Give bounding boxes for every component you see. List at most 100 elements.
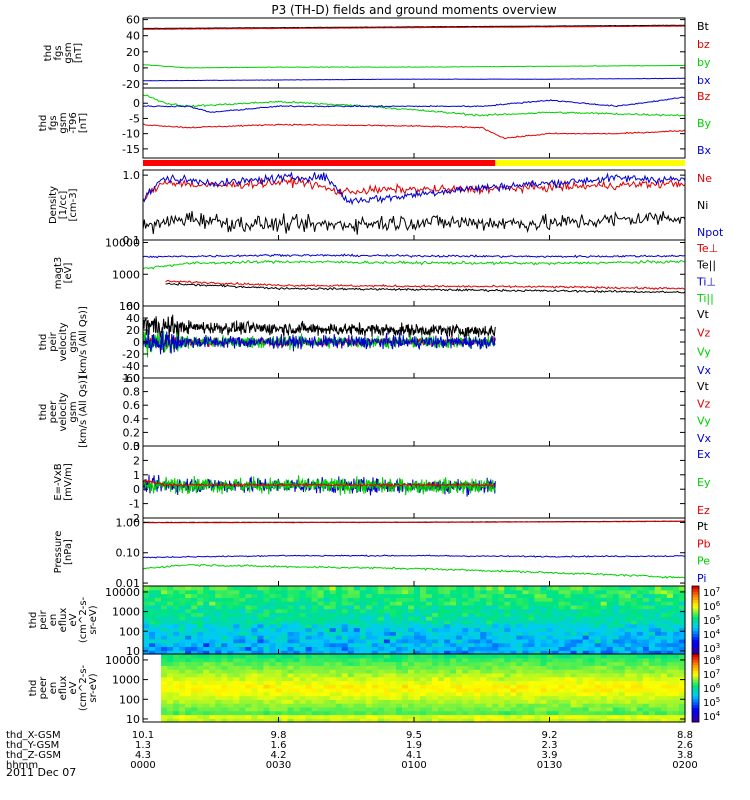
spectrogram-cell: [341, 672, 349, 678]
spectrogram-cell: [209, 665, 216, 670]
spectrogram-cell: [371, 669, 379, 674]
spectrogram-cell: [576, 661, 584, 666]
spectrogram-cell: [245, 684, 252, 689]
spectrogram-cell: [486, 642, 493, 648]
spectrogram-cell: [311, 661, 319, 666]
spectrogram-cell: [624, 672, 632, 678]
spectrogram-cell: [474, 650, 481, 655]
spectrogram-cell: [666, 589, 674, 595]
spectrogram-cell: [233, 638, 240, 644]
spectrogram-cell: [179, 616, 186, 621]
spectrogram-cell: [197, 646, 204, 651]
spectrogram-cell: [630, 612, 638, 617]
spectrogram-cell: [155, 612, 162, 617]
spectrogram-cell: [522, 627, 530, 632]
spectrogram-cell: [534, 593, 542, 598]
spectrogram-cell: [209, 642, 216, 648]
y-tick-label: 10000: [105, 237, 140, 250]
spectrogram-cell: [438, 635, 445, 640]
spectrogram-cell: [462, 676, 469, 682]
spectrogram-cell: [462, 612, 469, 617]
spectrogram-cell: [227, 597, 234, 602]
spectrogram-cell: [678, 616, 686, 621]
spectrogram-cell: [311, 635, 319, 640]
spectrogram-cell: [432, 669, 439, 674]
spectrogram-cell: [221, 589, 228, 595]
spectrogram-cell: [624, 604, 632, 610]
spectrogram-cell: [395, 672, 403, 678]
spectrogram-cell: [570, 642, 578, 648]
spectrogram-cell: [498, 616, 505, 621]
spectrogram-cell: [498, 695, 505, 700]
spectrogram-cell: [365, 623, 373, 629]
spectrogram-cell: [510, 650, 517, 655]
spectrogram-cell: [594, 706, 602, 712]
spectrogram-cell: [504, 657, 511, 663]
spectrogram-cell: [269, 665, 277, 670]
y-tick-label: 0.10: [116, 547, 141, 560]
spectrogram-cell: [546, 646, 554, 651]
spectrogram-cell: [570, 676, 578, 682]
legend-ne: Ne: [697, 172, 712, 185]
spectrogram-cell: [480, 714, 487, 719]
spectrogram-cell: [377, 620, 385, 625]
spectrogram-cell: [426, 688, 433, 693]
spectrogram-cell: [329, 593, 337, 598]
spectrogram-cell: [570, 688, 578, 693]
spectrogram-cell: [648, 672, 656, 678]
spectrogram-cell: [263, 586, 271, 591]
spectrogram-cell: [353, 635, 361, 640]
spectrogram-cell: [570, 699, 578, 704]
spectrogram-cell: [257, 714, 265, 719]
panel-frame: [142, 239, 686, 307]
spectrogram-cell: [395, 695, 403, 700]
spectrogram-cell: [414, 593, 421, 598]
spectrogram-cell: [582, 657, 590, 663]
spectrogram-cell: [215, 703, 222, 708]
spectrogram-cell: [371, 710, 379, 716]
spectrogram-cell: [612, 650, 620, 655]
spectrogram-cell: [636, 710, 644, 716]
spectrogram-cell: [353, 604, 361, 610]
spectrogram-cell: [305, 623, 313, 629]
spectrogram-cell: [480, 718, 487, 723]
spectrogram-cell: [414, 642, 421, 648]
spectrogram-cell: [678, 665, 686, 670]
spectrogram-cell: [576, 654, 584, 659]
spectrogram-cell: [432, 695, 439, 700]
spectrogram-cell: [678, 627, 686, 632]
spectrogram-cell: [660, 631, 668, 636]
spectrogram-cell: [462, 706, 469, 712]
spectrogram-cell: [660, 593, 668, 598]
spectrogram-cell: [570, 650, 578, 655]
spectrogram-cell: [558, 669, 566, 674]
spectrogram-cell: [450, 672, 457, 678]
spectrogram-cell: [359, 661, 367, 666]
spectrogram-cell: [444, 593, 451, 598]
spectrogram-cell: [317, 714, 325, 719]
spectrogram-cell: [281, 676, 289, 682]
spectrogram-cell: [185, 638, 192, 644]
spectrogram-cell: [534, 638, 542, 644]
y-tick-label: 20: [126, 324, 140, 337]
spectrogram-cell: [516, 650, 523, 655]
spectrogram-cell: [245, 623, 252, 629]
spectrogram-cell: [161, 620, 168, 625]
spectrogram-cell: [239, 597, 246, 602]
spectrogram-cell: [666, 650, 674, 655]
spectrogram-cell: [269, 672, 277, 678]
spectrogram-cell: [221, 623, 228, 629]
spectrogram-cell: [305, 642, 313, 648]
spectrogram-cell: [245, 695, 252, 700]
spectrogram-cell: [678, 688, 686, 693]
spectrogram-cell: [179, 661, 186, 666]
spectrogram-cell: [576, 657, 584, 663]
spectrogram-cell: [456, 601, 463, 606]
spectrogram-cell: [335, 695, 343, 700]
spectrogram-cell: [371, 699, 379, 704]
spectrogram-cell: [377, 642, 385, 648]
spectrogram-cell: [341, 714, 349, 719]
spectrogram-cell: [293, 593, 301, 598]
spectrogram-cell: [353, 706, 361, 712]
spectrogram-cell: [504, 695, 511, 700]
